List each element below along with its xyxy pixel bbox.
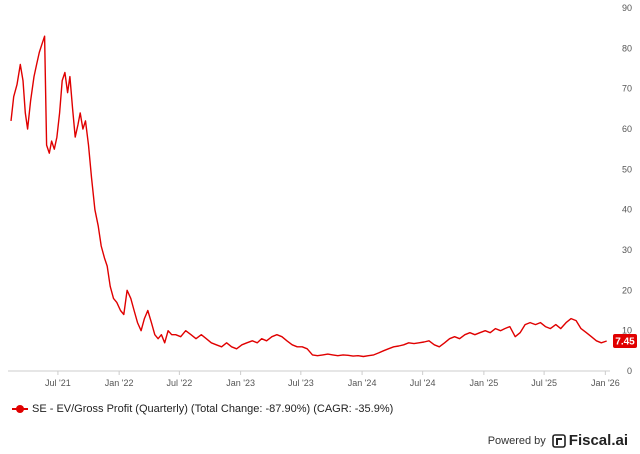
y-axis: 0 10 20 30 40 50 60 70 80 90 xyxy=(622,3,632,376)
y-tick-label: 0 xyxy=(627,366,632,376)
y-tick-label: 20 xyxy=(622,285,632,295)
x-tick-label: Jan '26 xyxy=(591,378,620,388)
x-tick-label: Jul '24 xyxy=(410,378,436,388)
legend-label: SE - EV/Gross Profit (Quarterly) (Total … xyxy=(32,403,394,415)
x-tick-label: Jul '22 xyxy=(167,378,193,388)
y-tick-label: 80 xyxy=(622,43,632,53)
fiscal-logo-icon xyxy=(551,433,566,448)
x-tick-label: Jul '23 xyxy=(288,378,314,388)
x-tick-label: Jul '25 xyxy=(531,378,557,388)
last-value-badge: 7.45 xyxy=(613,333,637,348)
series-line xyxy=(10,35,607,358)
y-tick-label: 50 xyxy=(622,164,632,174)
x-tick-label: Jan '23 xyxy=(226,378,255,388)
y-tick-label: 70 xyxy=(622,84,632,94)
last-value-label: 7.45 xyxy=(615,336,635,347)
powered-by-text: Powered by xyxy=(487,434,546,447)
y-tick-label: 40 xyxy=(622,205,632,215)
branding: Powered by Fiscal.ai xyxy=(488,432,628,449)
x-axis: Jul '21 Jan '22 Jul '22 Jan '23 Jul '23 Jan '… xyxy=(45,371,620,388)
x-tick-label: Jan '25 xyxy=(470,378,499,388)
x-tick-label: Jul '21 xyxy=(45,378,71,388)
brand-name: Fiscal.ai xyxy=(568,432,628,449)
x-tick-label: Jan '22 xyxy=(105,378,134,388)
legend-marker-icon xyxy=(12,404,28,414)
y-tick-label: 60 xyxy=(622,124,632,134)
legend[interactable]: SE - EV/Gross Profit (Quarterly) (Total … xyxy=(12,403,393,415)
y-tick-label: 10 xyxy=(622,326,632,336)
y-tick-label: 90 xyxy=(622,3,632,13)
x-tick-label: Jan '24 xyxy=(348,378,377,388)
y-tick-label: 30 xyxy=(622,245,632,255)
